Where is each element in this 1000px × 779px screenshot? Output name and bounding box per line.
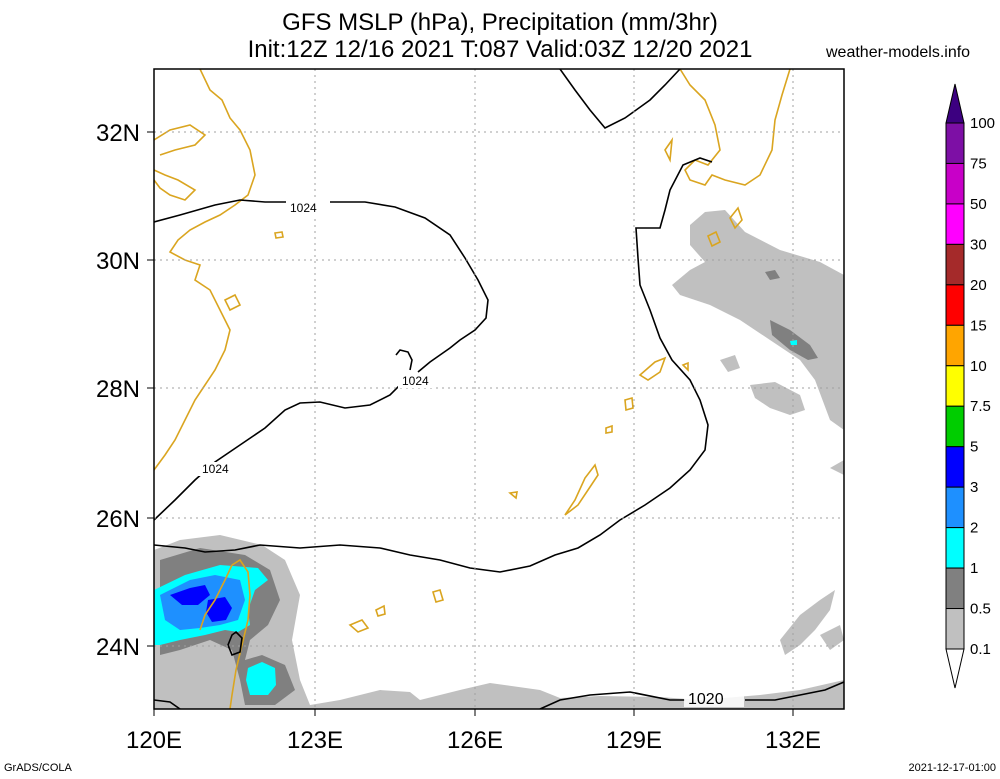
isobar-1020-bottom: [539, 681, 844, 709]
coast-yangtze: [154, 169, 197, 201]
coast-china: [154, 69, 256, 471]
colorbar-label: 10: [970, 358, 987, 375]
source-credit: weather-models.info: [826, 44, 971, 61]
footer-software: GrADS/COLA: [4, 762, 72, 774]
lat-label-32n: 32N: [96, 120, 140, 147]
precip-area-ne: [672, 210, 844, 430]
precip-area-blob1: [750, 382, 805, 415]
colorbar-label: 0.1: [970, 641, 991, 658]
precip-area-east2: [820, 625, 844, 650]
map-title-line2: Init:12Z 12/16 2021 T:087 Valid:03Z 12/2…: [247, 36, 753, 63]
lon-label-129e: 129E: [606, 727, 662, 754]
colorbar-label: 7.5: [970, 398, 991, 415]
coast-okinawa: [564, 463, 599, 516]
lat-label-30n: 30N: [96, 248, 140, 275]
coast-ryukyu3: [508, 491, 518, 500]
isobar-1024-north: [154, 199, 290, 223]
colorbar-label: 75: [970, 155, 987, 172]
isobar-label-1024-a: 1024: [290, 201, 317, 215]
coast-taiwan: [199, 558, 251, 709]
colorbar-cell: [945, 567, 965, 610]
colorbar-cell: [945, 608, 965, 650]
lat-label-28n: 28N: [96, 376, 140, 403]
isobar-1020-low: [154, 157, 713, 573]
lon-label-132e: 132E: [765, 727, 821, 754]
footer-timestamp: 2021-12-17-01:00: [908, 762, 996, 774]
map-title-line1: GFS MSLP (hPa), Precipitation (mm/3hr): [282, 9, 718, 36]
coast-ryukyu2: [605, 424, 613, 434]
colorbar-label: 2: [970, 520, 978, 537]
lat-label-26n: 26N: [96, 506, 140, 533]
colorbar-label: 20: [970, 277, 987, 294]
colorbar-cell: [945, 446, 965, 488]
lat-label-24n: 24N: [96, 634, 140, 661]
colorbar-label: 50: [970, 196, 987, 213]
axis-ticks: [147, 131, 794, 716]
coastlines: [154, 69, 791, 709]
coast-sakishima1: [348, 619, 370, 633]
precip-band-ne-dark: [770, 320, 818, 360]
colorbar-top-triangle: [945, 83, 965, 124]
lon-label-126e: 126E: [447, 727, 503, 754]
isobars: [154, 69, 844, 709]
coast-yakushima: [729, 206, 743, 230]
colorbar-label: 100: [970, 115, 995, 132]
colorbar-cell: [945, 162, 965, 205]
isobar-1024-main: [154, 379, 406, 521]
coast-islands-west: [223, 293, 242, 312]
isobar-taiwan-loop: [227, 630, 243, 657]
colorbar-cell: [945, 203, 965, 245]
coast-amami: [638, 356, 667, 381]
colorbar-label: 1: [970, 560, 978, 577]
coast-daito: [681, 361, 689, 372]
colorbar-cell: [945, 365, 965, 407]
colorbar-label: 3: [970, 479, 978, 496]
colorbar-label: 0.5: [970, 601, 991, 618]
coast-japan-south: [664, 137, 674, 163]
precip-cyan-south: [246, 662, 276, 695]
colorbar-bottom-triangle: [945, 648, 965, 689]
precip-darkblue-1: [170, 585, 210, 605]
lon-label-120e: 120E: [126, 727, 182, 754]
precip-colorbar: 100 75 50 30 20 15 10 7.5 5 3 2 1 0.5 0.1: [945, 83, 995, 689]
precip-area-blob2: [720, 355, 740, 372]
grid-lines: [154, 69, 844, 709]
coast-sakishima3: [432, 589, 444, 603]
isobar-1024-kink: [395, 349, 413, 371]
colorbar-cell: [945, 122, 965, 164]
coast-ryukyu1: [624, 396, 634, 412]
isobar-label-1020: 1020: [688, 691, 724, 708]
precip-cyan-dot: [790, 340, 797, 345]
precip-area-east: [780, 590, 835, 655]
colorbar-label: 15: [970, 317, 987, 334]
precip-spot-ne: [765, 270, 780, 280]
coast-tanegashima: [706, 230, 722, 248]
map-content: [154, 69, 844, 709]
colorbar-cell: [945, 284, 965, 326]
lon-label-123e: 123E: [287, 727, 343, 754]
coast-nchina: [154, 124, 207, 156]
colorbar-cell: [945, 527, 965, 569]
map-frame: [153, 68, 845, 710]
precip-area-east3: [830, 460, 844, 475]
isobar-top: [559, 69, 681, 129]
isobar-label-1024-b: 1024: [402, 374, 429, 388]
colorbar-cell: [945, 243, 965, 286]
coast-kyushu: [679, 69, 791, 186]
isobar-label-1024-c: 1024: [202, 462, 229, 476]
coast-sakishima2: [375, 604, 386, 617]
colorbar-cell: [945, 486, 965, 529]
colorbar-cell: [945, 405, 965, 448]
colorbar-cell: [945, 324, 965, 367]
colorbar-label: 30: [970, 236, 987, 253]
isobar-1024-loop: [330, 201, 489, 373]
colorbar-label: 5: [970, 439, 978, 456]
coast-island-small1: [274, 231, 284, 239]
isobar-sw-bit: [154, 699, 181, 709]
